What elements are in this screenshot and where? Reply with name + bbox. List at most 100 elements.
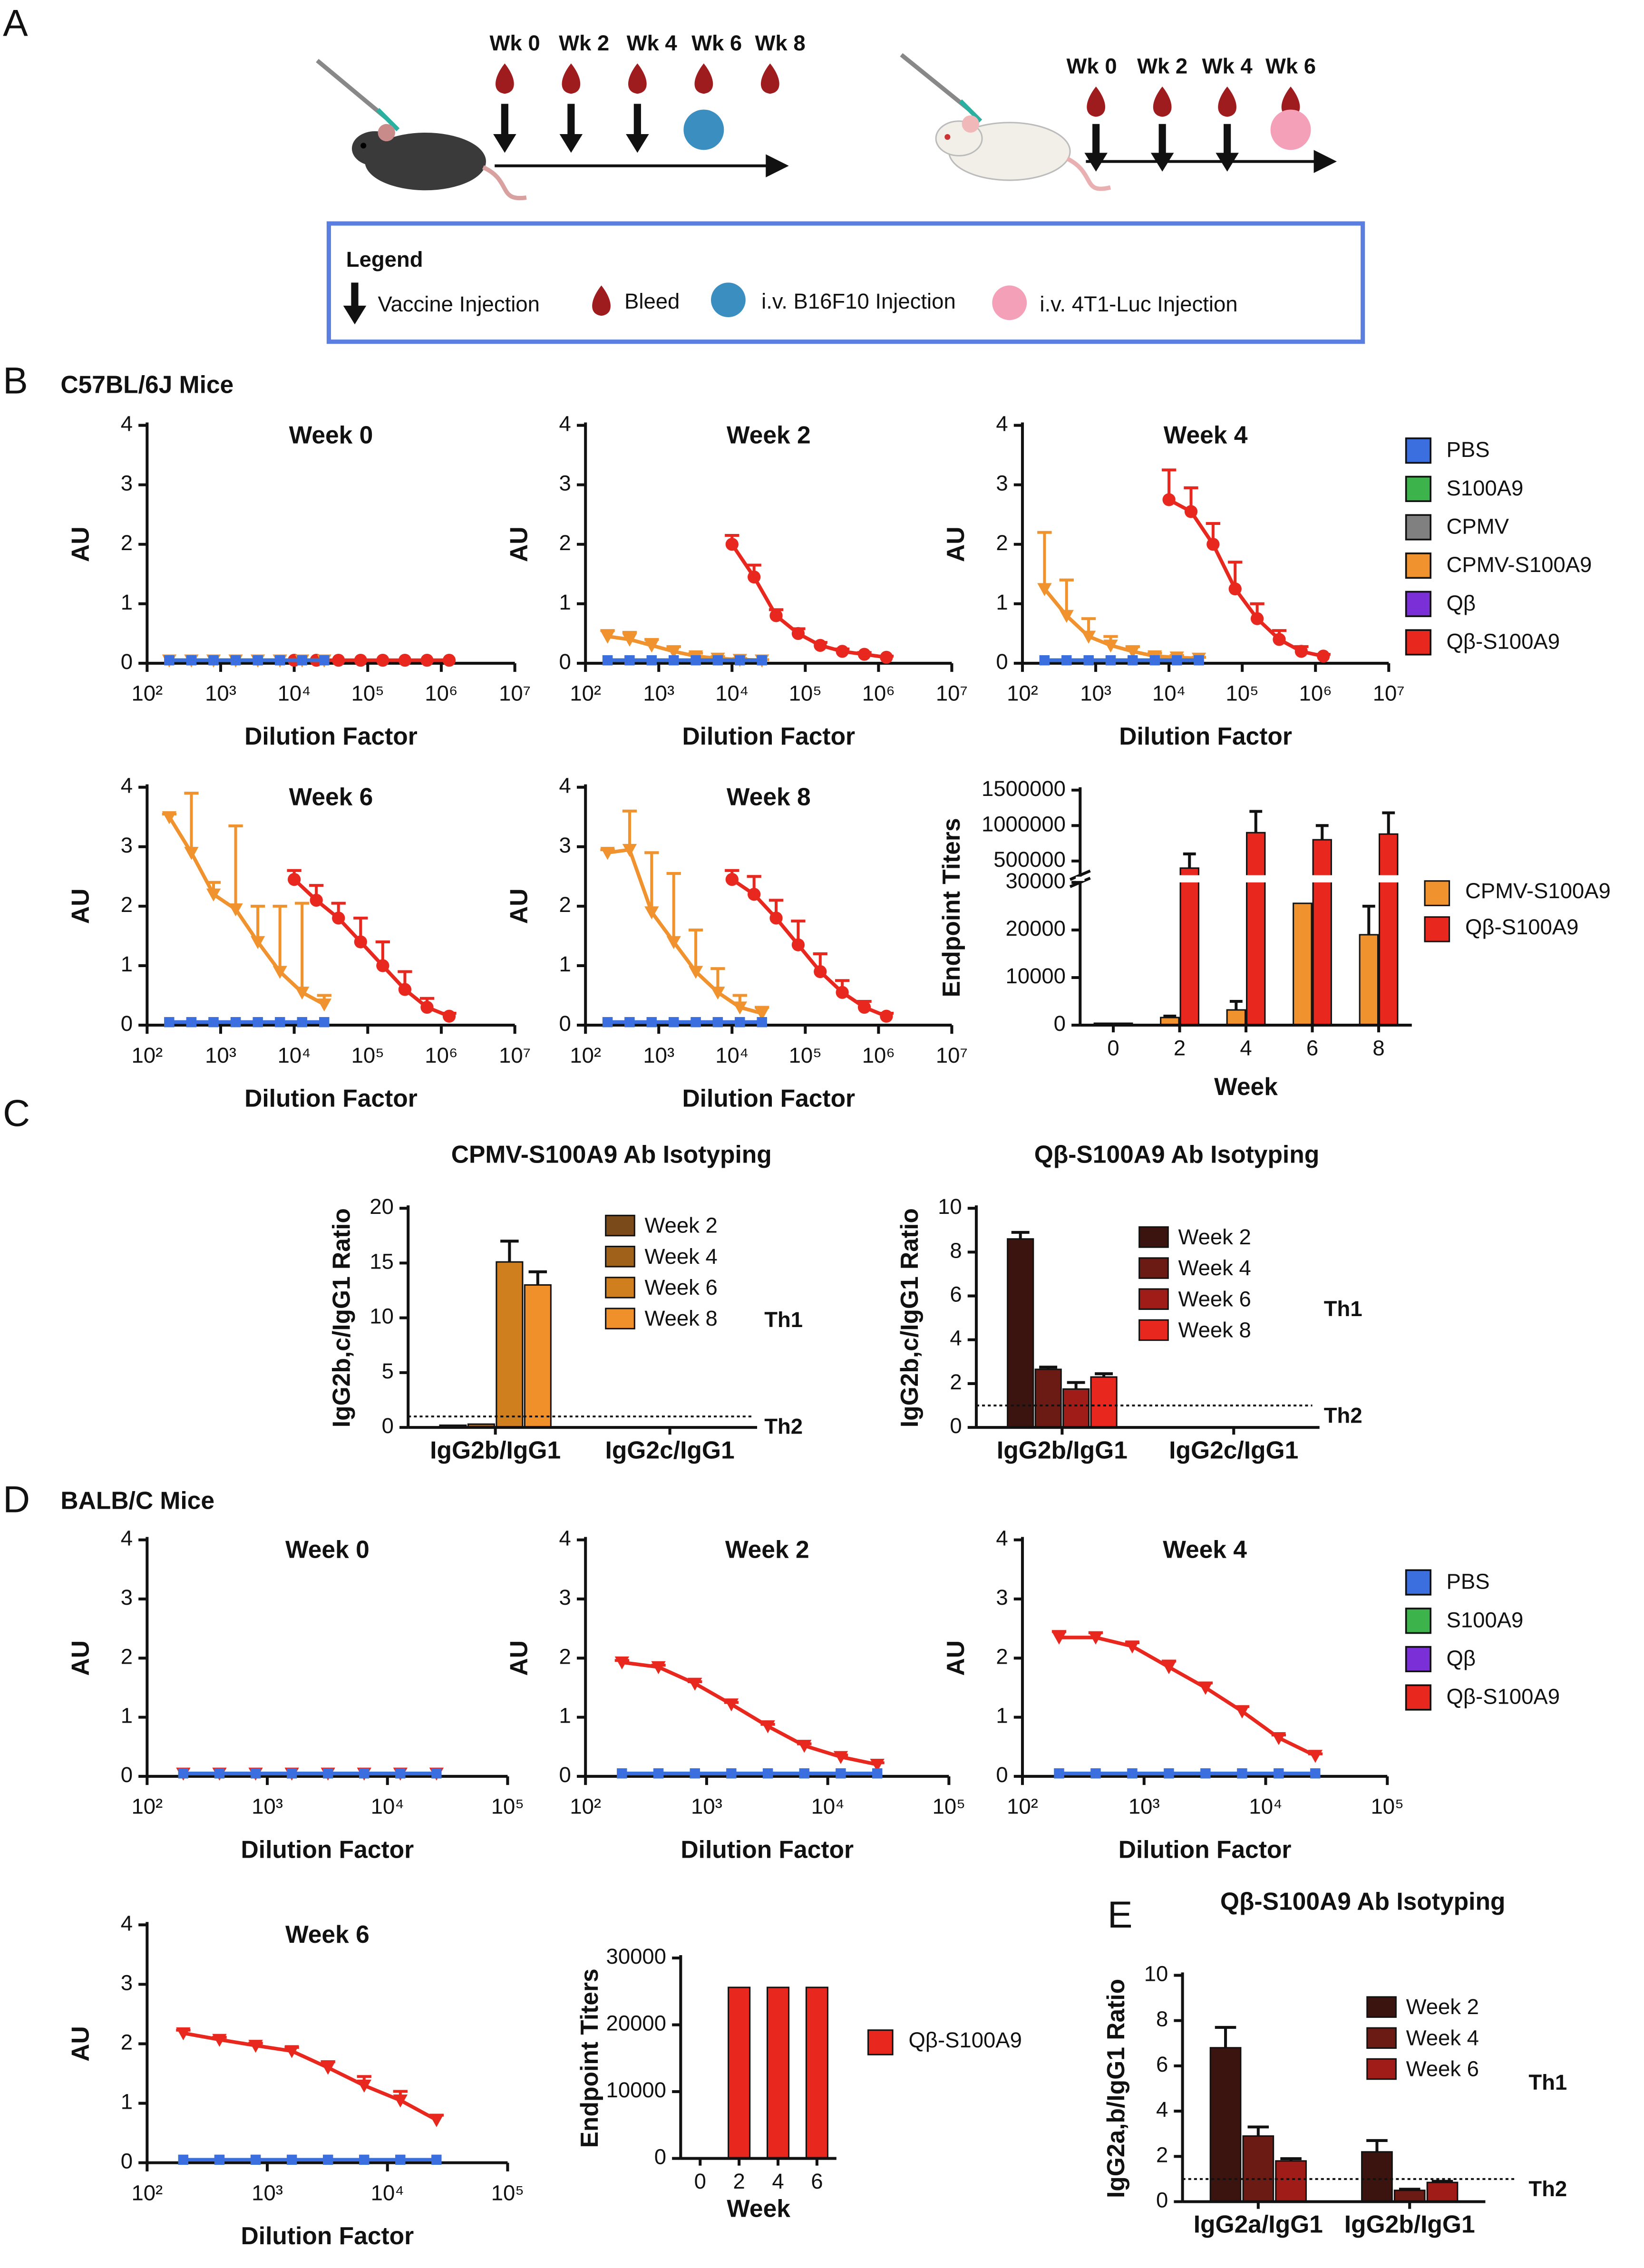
axis-break (1076, 876, 1085, 881)
bar (1090, 1376, 1118, 1428)
bar (1379, 833, 1399, 1026)
bar (1246, 832, 1266, 1026)
marker (836, 1768, 846, 1779)
x-tick-label: 8 (1372, 1036, 1384, 1060)
marker (691, 1017, 701, 1027)
x-tick-label: 10⁶ (862, 681, 895, 706)
y-tick-label: 4 (121, 1526, 133, 1551)
marker (248, 2040, 263, 2053)
marker (624, 1017, 635, 1027)
marker (1172, 655, 1182, 666)
y-tick-label: 8 (950, 1238, 962, 1262)
chart-title: Week 0 (289, 421, 373, 448)
marker (1274, 1768, 1284, 1779)
y-tick-label: 1 (121, 952, 133, 976)
marker (208, 1017, 219, 1027)
legend-swatch (1405, 629, 1432, 656)
y-tick-label: 2 (559, 892, 571, 917)
legend-swatch (1366, 2027, 1397, 2049)
marker (286, 1768, 297, 1779)
marker (1090, 1768, 1101, 1779)
marker (646, 655, 657, 666)
marker (1250, 612, 1264, 625)
marker (653, 1768, 664, 1779)
x-tick-label: 4 (772, 2169, 784, 2193)
legend-box (326, 221, 1365, 344)
timepoint-label: Wk 2 (1137, 54, 1187, 78)
y-tick-label: 1000000 (982, 812, 1066, 836)
legend-swatch (867, 2029, 894, 2055)
x-tick-label: 10⁶ (425, 1043, 457, 1067)
legend-swatch (1405, 1684, 1432, 1711)
marker (186, 655, 197, 666)
marker (688, 966, 703, 979)
marker (1128, 655, 1138, 666)
marker (1037, 583, 1052, 596)
y-tick-label: 0 (996, 649, 1008, 674)
marker (1310, 1768, 1321, 1779)
y-tick-label: 2 (996, 531, 1008, 555)
y-tick-label: 4 (121, 412, 133, 436)
y-tick-label: 15 (370, 1249, 394, 1273)
legend-label: PBS (1447, 437, 1490, 462)
x-tick-label: 10⁵ (1371, 1794, 1403, 1819)
marker (287, 872, 301, 886)
y-tick-label: 1 (121, 590, 133, 614)
bar (805, 1987, 828, 2160)
y-axis-label: AU (66, 1640, 94, 1676)
y-tick-label: 1500000 (982, 776, 1066, 801)
marker (1200, 1768, 1211, 1779)
marker (724, 1698, 739, 1712)
legend-item: i.v. 4T1-Luc Injection (1040, 292, 1237, 316)
marker (762, 1768, 773, 1779)
x-tick-label: 10³ (252, 2181, 283, 2205)
x-tick-label: 10⁴ (371, 1794, 404, 1819)
marker (442, 654, 456, 667)
legend-label: Week 4 (1406, 2026, 1479, 2050)
y-tick-label: 0 (1156, 2188, 1168, 2212)
legend-title: Legend (346, 247, 423, 271)
y-tick-label: 4 (121, 774, 133, 798)
marker (1103, 640, 1118, 653)
marker (162, 811, 177, 824)
syringe (900, 53, 983, 123)
marker (395, 1768, 406, 1779)
marker (1051, 1631, 1067, 1645)
marker (799, 1768, 809, 1779)
marker (1127, 1768, 1138, 1779)
x-axis-label: Week (727, 2194, 790, 2222)
y-tick-label: 10000 (1006, 964, 1066, 988)
x-axis-label: Dilution Factor (1119, 722, 1292, 750)
y-tick-label: 0 (121, 1763, 133, 1787)
marker (359, 1768, 370, 1779)
marker (1198, 1682, 1213, 1695)
bar (1359, 934, 1379, 1026)
bar (1007, 1238, 1034, 1428)
legend-swatch (1405, 1646, 1432, 1673)
x-tick-label: 10⁷ (499, 681, 531, 706)
threshold-label: Th2 (1528, 2177, 1567, 2201)
legend-label: S100A9 (1447, 1608, 1524, 1632)
x-tick-label: 10⁵ (933, 1794, 965, 1819)
mouse-black (351, 124, 527, 201)
marker (442, 1009, 456, 1023)
y-tick-label: 1 (996, 1704, 1008, 1728)
chart-title: CPMV-S100A9 Ab Isotyping (451, 1141, 772, 1168)
marker (357, 2079, 371, 2093)
marker (354, 654, 367, 667)
x-tick-label: IgG2b/IgG1 (997, 1436, 1128, 1464)
legend-label: Qβ-S100A9 (1447, 629, 1560, 653)
x-tick-label: 10³ (205, 1043, 236, 1067)
legend-swatch (605, 1277, 635, 1299)
legend-swatch (1405, 1569, 1432, 1596)
legend-item: Vaccine Injection (378, 292, 540, 316)
bar (1393, 2190, 1426, 2203)
y-tick-label: 2 (950, 1370, 962, 1394)
marker (1308, 1750, 1323, 1763)
x-tick-label: IgG2c/IgG1 (1169, 1436, 1298, 1464)
x-tick-label: IgG2b/IgG1 (1344, 2210, 1475, 2238)
marker (253, 1017, 263, 1027)
chart-title: Week 8 (727, 783, 811, 811)
legend-swatch (1405, 437, 1432, 464)
marker (184, 847, 199, 860)
